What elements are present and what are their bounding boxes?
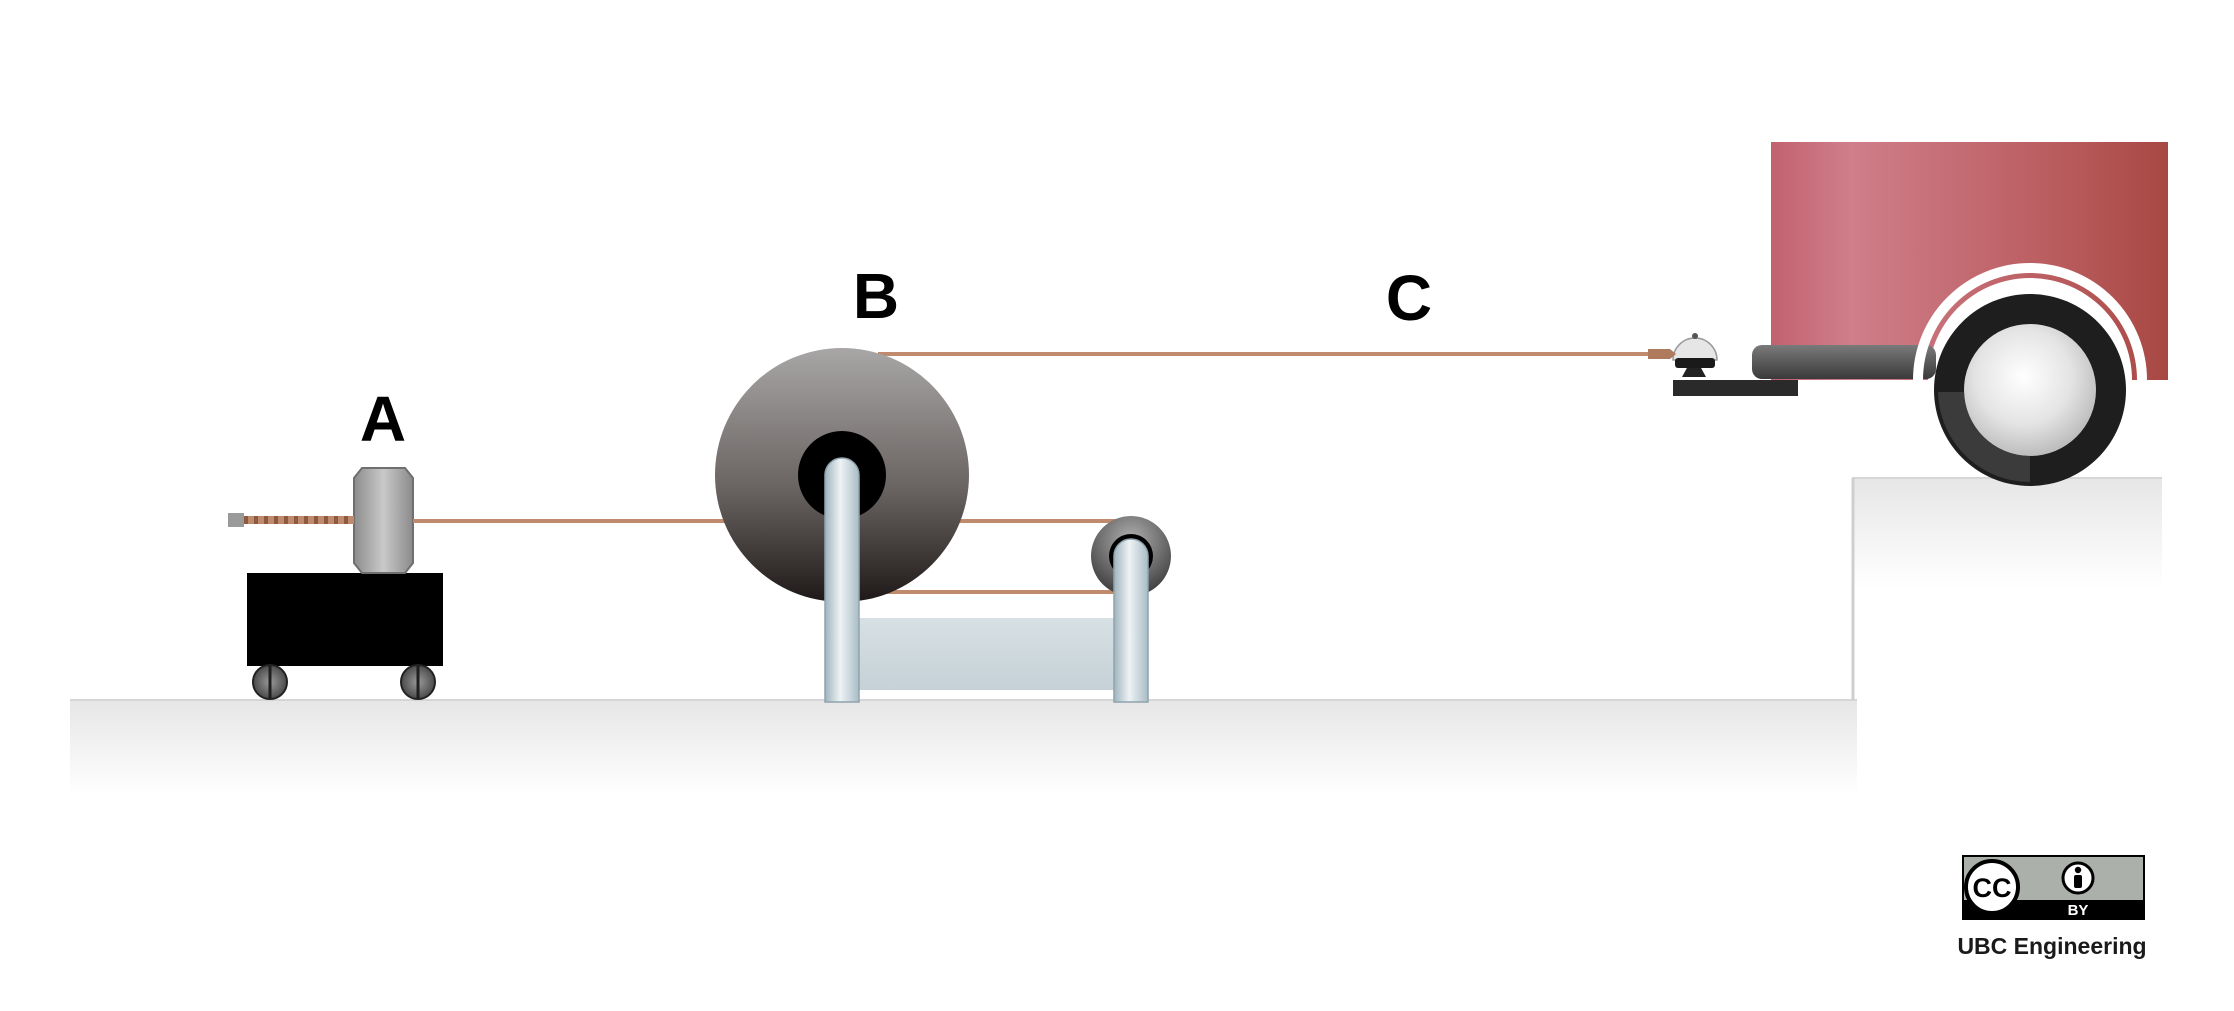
rope-end-cap [228, 513, 244, 527]
ground-floor [70, 700, 1857, 795]
cc-icon-text: CC [1973, 873, 2012, 903]
frame-panel [853, 618, 1118, 690]
tire-shadow [1938, 392, 2030, 482]
hitch-ball [1672, 337, 1718, 361]
label-c: C [1386, 262, 1432, 334]
truck-bumper [1752, 345, 1936, 379]
reel-b [715, 348, 1171, 703]
raised-platform [1852, 478, 2162, 588]
attribution-person-icon [2061, 861, 2095, 895]
cart-a [228, 467, 443, 700]
cc-icon: CC [1964, 859, 2020, 915]
truck-rim [1964, 324, 2096, 456]
license-badge: CC BY [1962, 855, 2145, 920]
rope-knot [1648, 349, 1676, 359]
truck [1648, 142, 2168, 486]
wheel-arch [1913, 263, 2147, 381]
frame-post-right [1113, 538, 1149, 703]
frame-post-left [824, 457, 860, 703]
hitch-bar [1673, 380, 1798, 396]
label-b: B [853, 260, 899, 332]
rope-clamp [353, 467, 414, 574]
credit-text: UBC Engineering [1957, 933, 2146, 959]
label-a: A [360, 383, 406, 455]
by-text: BY [2068, 902, 2089, 919]
hitch-mount [1682, 366, 1706, 377]
truck-body [1771, 142, 2168, 380]
cart-body [247, 573, 443, 666]
